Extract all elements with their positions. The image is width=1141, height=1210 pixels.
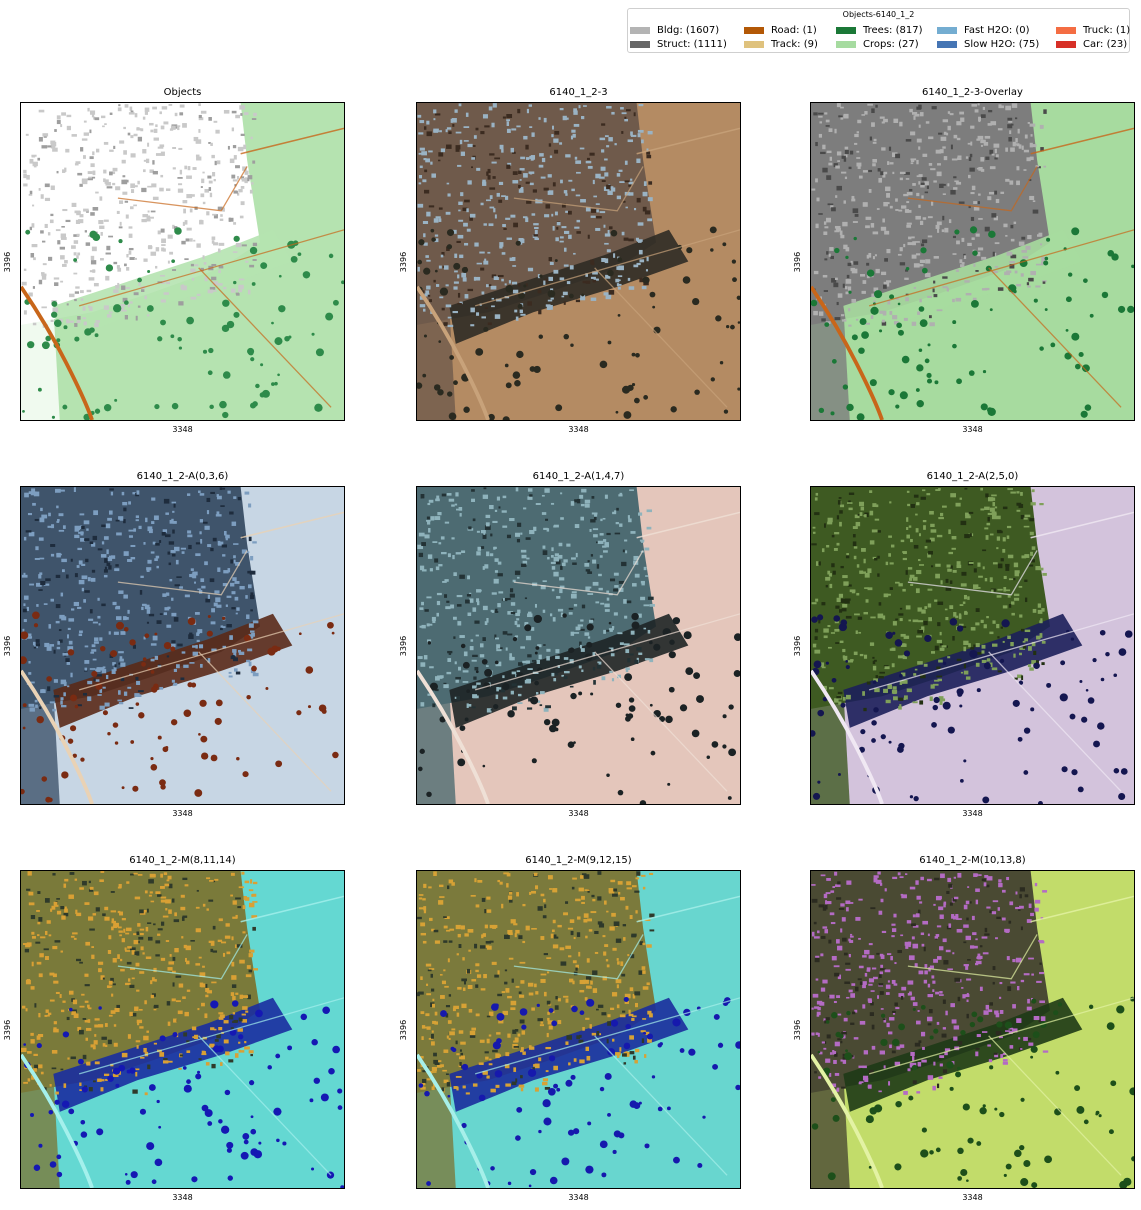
y-axis-label: 3396: [3, 635, 12, 656]
panel-title: 6140_1_2-M(9,12,15): [525, 855, 632, 866]
panel-image: [810, 870, 1135, 1189]
legend-swatch: [836, 40, 856, 48]
x-axis-label: 3348: [962, 809, 983, 818]
legend-item: Fast H2O: (0): [937, 23, 1030, 37]
y-axis-label: 3396: [793, 1019, 802, 1040]
y-axis-label: 3396: [399, 251, 408, 272]
legend-swatch: [937, 40, 957, 48]
panel-image: [810, 486, 1135, 805]
legend-swatch: [630, 26, 650, 34]
legend-label: Slow H2O: (75): [964, 38, 1040, 50]
legend-item: Road: (1): [744, 23, 817, 37]
legend-swatch: [836, 26, 856, 34]
legend-item: Car: (23): [1056, 37, 1127, 51]
x-axis-label: 3348: [568, 809, 589, 818]
legend-item: Slow H2O: (75): [937, 37, 1039, 51]
legend-item: Crops: (27): [836, 37, 919, 51]
panel-image: [416, 870, 741, 1189]
legend-label: Bldg: (1607): [657, 24, 720, 36]
panel-title: 6140_1_2-M(8,11,14): [129, 855, 236, 866]
panel-title: 6140_1_2-A(1,4,7): [532, 471, 625, 482]
y-axis-label: 3396: [793, 251, 802, 272]
legend: Objects-6140_1_2 Bldg: (1607) Struct: (11…: [627, 8, 1130, 53]
panel-title: 6140_1_2-3-Overlay: [922, 87, 1023, 98]
legend-label: Trees: (817): [863, 24, 923, 36]
y-axis-label: 3396: [3, 1019, 12, 1040]
legend-item: Track: (9): [744, 37, 818, 51]
legend-swatch: [937, 26, 957, 34]
legend-swatch: [744, 40, 764, 48]
legend-label: Fast H2O: (0): [964, 24, 1030, 36]
x-axis-label: 3348: [962, 425, 983, 434]
panel-image: [416, 102, 741, 421]
legend-label: Road: (1): [771, 24, 817, 36]
y-axis-label: 3396: [3, 251, 12, 272]
legend-item: Bldg: (1607): [630, 23, 719, 37]
legend-label: Car: (23): [1083, 38, 1128, 50]
legend-label: Struct: (1111): [657, 38, 727, 50]
legend-title: Objects-6140_1_2: [842, 10, 915, 19]
panel-title: 6140_1_2-A(2,5,0): [926, 471, 1019, 482]
panel-image: [810, 102, 1135, 421]
x-axis-label: 3348: [172, 425, 193, 434]
panel-title: 6140_1_2-M(10,13,8): [919, 855, 1026, 866]
legend-entries: Bldg: (1607) Struct: (1111) Road: (1) Track…: [630, 23, 1130, 51]
x-axis-label: 3348: [568, 1193, 589, 1202]
legend-swatch: [1056, 26, 1076, 34]
y-axis-label: 3396: [399, 1019, 408, 1040]
legend-item: Truck: (1): [1056, 23, 1130, 37]
x-axis-label: 3348: [172, 1193, 193, 1202]
x-axis-label: 3348: [172, 809, 193, 818]
panel-image: [20, 870, 345, 1189]
panel-image: [416, 486, 741, 805]
legend-item: Trees: (817): [836, 23, 922, 37]
x-axis-label: 3348: [962, 1193, 983, 1202]
legend-label: Crops: (27): [863, 38, 919, 50]
panel-title: Objects: [163, 87, 202, 98]
legend-swatch: [1056, 40, 1076, 48]
legend-label: Track: (9): [771, 38, 818, 50]
panel-image: [20, 486, 345, 805]
legend-swatch: [744, 26, 764, 34]
x-axis-label: 3348: [568, 425, 589, 434]
panel-image: [20, 102, 345, 421]
panel-title: 6140_1_2-A(0,3,6): [136, 471, 229, 482]
y-axis-label: 3396: [793, 635, 802, 656]
legend-swatch: [630, 40, 650, 48]
panel-title: 6140_1_2-3: [549, 87, 608, 98]
legend-item: Struct: (1111): [630, 37, 727, 51]
y-axis-label: 3396: [399, 635, 408, 656]
legend-label: Truck: (1): [1083, 24, 1131, 36]
